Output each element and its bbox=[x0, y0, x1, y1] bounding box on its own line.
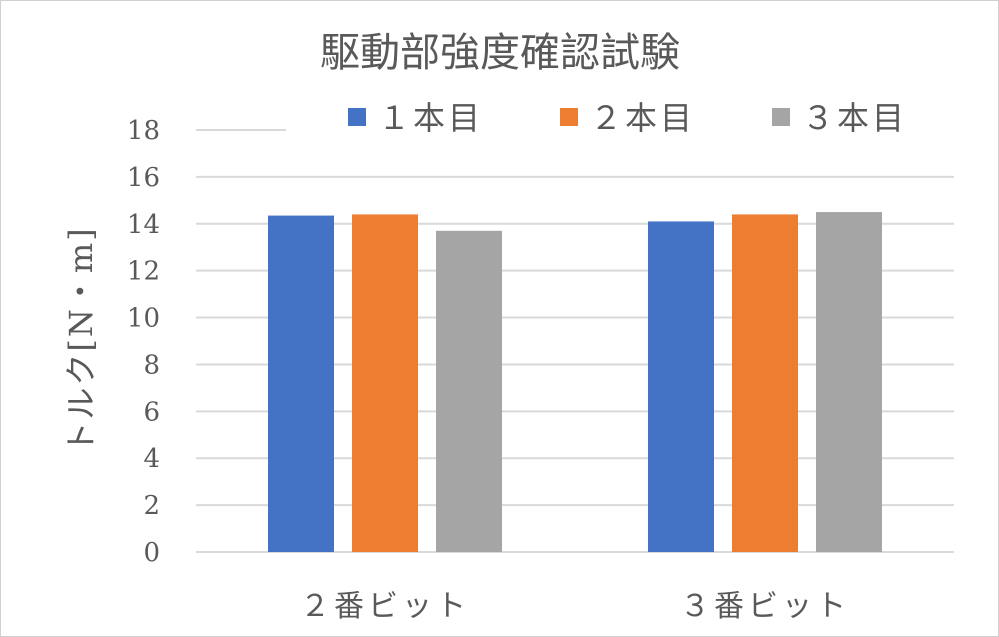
y-axis-ticks: 0 2 4 6 8 10 12 14 16 18 bbox=[127, 116, 160, 568]
y-tick-label: 2 bbox=[143, 491, 160, 521]
y-tick-label: 12 bbox=[127, 257, 160, 287]
bar bbox=[732, 214, 798, 552]
legend-label: １本目 bbox=[378, 99, 483, 137]
bar bbox=[268, 215, 334, 553]
y-tick-label: 14 bbox=[127, 210, 160, 240]
legend-label: ３本目 bbox=[802, 99, 907, 137]
legend-label: ２本目 bbox=[590, 99, 695, 137]
y-tick-label: 6 bbox=[143, 397, 160, 427]
x-category-label: ３番ビット bbox=[680, 589, 850, 624]
y-tick-label: 18 bbox=[127, 116, 160, 146]
y-tick-label: 10 bbox=[127, 304, 160, 334]
bars bbox=[268, 212, 882, 553]
y-axis-label: トルク[N・m] bbox=[62, 226, 100, 453]
legend-item: ２本目 bbox=[560, 99, 695, 137]
y-tick-label: 4 bbox=[143, 444, 160, 474]
legend-item: ３本目 bbox=[772, 99, 907, 137]
x-category-label: ２番ビット bbox=[300, 589, 470, 624]
legend-item: １本目 bbox=[348, 99, 483, 137]
y-tick-label: 0 bbox=[143, 538, 160, 568]
legend-swatch bbox=[348, 108, 366, 126]
bar bbox=[436, 230, 502, 553]
legend: １本目 ２本目 ３本目 bbox=[348, 99, 907, 137]
legend-swatch bbox=[772, 108, 790, 126]
bar bbox=[648, 221, 714, 552]
y-tick-label: 16 bbox=[127, 163, 160, 193]
bar bbox=[352, 214, 418, 552]
chart-title: 駆動部強度確認試験 bbox=[320, 30, 680, 76]
bar bbox=[816, 212, 882, 553]
y-tick-label: 8 bbox=[143, 350, 160, 380]
legend-swatch bbox=[560, 108, 578, 126]
x-axis-labels: ２番ビット ３番ビット bbox=[300, 589, 850, 624]
